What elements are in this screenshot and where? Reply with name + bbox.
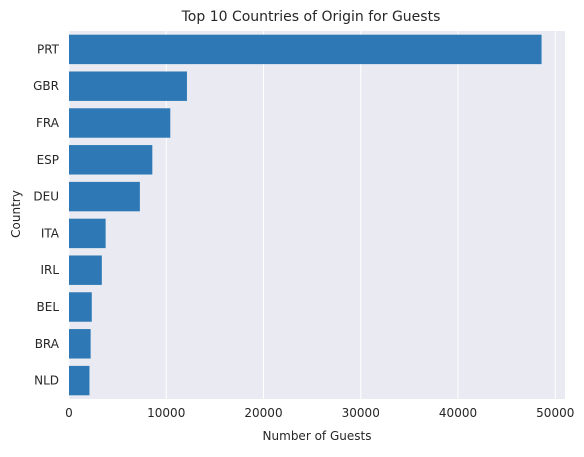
- y-tick-label: NLD: [34, 374, 59, 388]
- y-tick-label: BEL: [37, 300, 60, 314]
- y-tick-label: ESP: [37, 153, 59, 167]
- x-tick-label: 0: [65, 406, 73, 420]
- x-axis-label: Number of Guests: [263, 429, 372, 443]
- bar-deu: [69, 181, 140, 212]
- x-tick-label: 50000: [536, 406, 574, 420]
- bar-nld: [69, 365, 90, 396]
- x-tick-label: 20000: [244, 406, 282, 420]
- bar-esp: [69, 145, 153, 175]
- bar-gbr: [69, 71, 187, 101]
- bar-prt: [69, 34, 542, 65]
- x-axis-ticks: 0 10000 20000 30000 40000 50000: [65, 406, 574, 420]
- y-tick-label: IRL: [40, 263, 59, 277]
- bar-ita: [69, 218, 106, 249]
- y-axis-label: Country: [9, 190, 23, 238]
- x-tick-label: 10000: [147, 406, 185, 420]
- chart-title: Top 10 Countries of Origin for Guests: [181, 9, 441, 25]
- y-axis-ticks: PRT GBR FRA ESP DEU ITA IRL BEL BRA NLD: [33, 42, 60, 387]
- bar-irl: [69, 255, 102, 285]
- y-tick-label: GBR: [33, 79, 59, 93]
- x-tick-label: 40000: [439, 406, 477, 420]
- bar-bra: [69, 329, 91, 359]
- y-tick-label: FRA: [36, 116, 60, 130]
- y-tick-label: BRA: [35, 337, 60, 351]
- y-tick-label: PRT: [37, 42, 60, 56]
- y-tick-label: ITA: [41, 226, 60, 240]
- bars: [69, 34, 542, 396]
- bar-bel: [69, 292, 92, 322]
- y-tick-label: DEU: [33, 190, 59, 204]
- bar-fra: [69, 108, 171, 138]
- x-tick-label: 30000: [342, 406, 380, 420]
